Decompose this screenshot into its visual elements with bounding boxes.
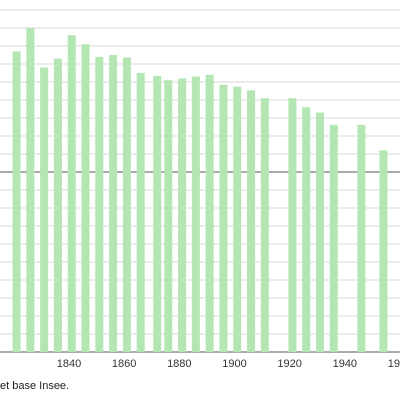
bar [260, 98, 269, 352]
bar [219, 84, 228, 352]
x-tick-label: 1880 [167, 358, 191, 370]
bar [81, 44, 90, 352]
bar [40, 67, 49, 352]
bar [316, 112, 324, 352]
x-tick-label: 1960 [388, 358, 400, 370]
x-tick-label: 1940 [333, 358, 357, 370]
x-tick-label: 1920 [277, 358, 301, 370]
bar [12, 51, 21, 353]
bar [153, 75, 162, 352]
x-tick-label: 1900 [222, 358, 246, 370]
bar [233, 86, 242, 353]
x-tick-label: 1860 [112, 358, 136, 370]
x-axis-ticks: 1840 1860 1880 1900 1920 1940 1960 [57, 358, 400, 370]
bar [164, 80, 173, 352]
bar [109, 55, 118, 352]
bars [12, 28, 388, 353]
bar [288, 98, 297, 352]
bar [191, 76, 200, 352]
bar [302, 107, 311, 352]
bar [53, 58, 62, 352]
bar [67, 35, 76, 352]
bar [205, 74, 214, 353]
bar [95, 56, 104, 353]
source-note: et base Insee. [0, 380, 70, 392]
bar [178, 78, 187, 353]
bar [329, 124, 338, 352]
bar [136, 73, 145, 352]
bar [122, 57, 131, 353]
bar [247, 90, 256, 352]
bar [357, 124, 366, 352]
bar [379, 150, 388, 352]
x-tick-label: 1840 [57, 358, 81, 370]
bar [26, 28, 35, 352]
